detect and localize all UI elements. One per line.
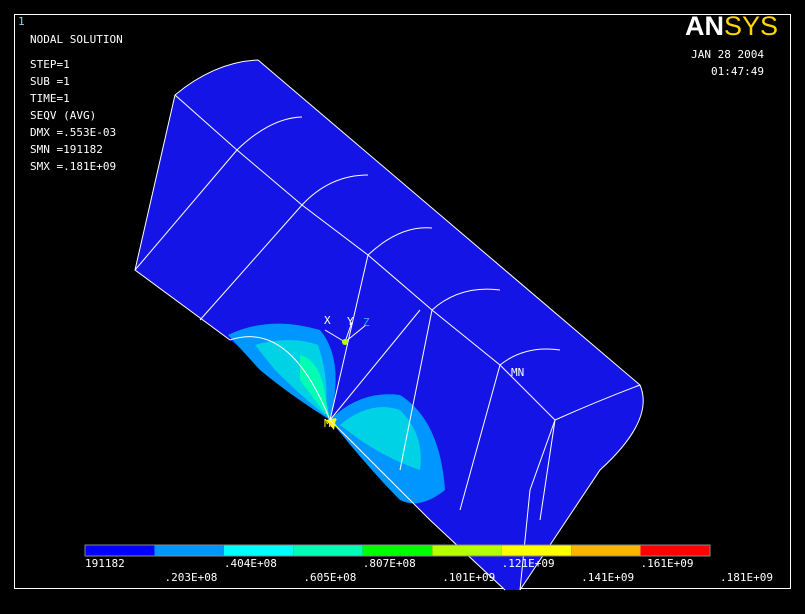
info-line: DMX =.553E-03: [30, 126, 116, 139]
edge: [236, 149, 556, 591]
info-line: SMN =191182: [30, 143, 103, 156]
edge: [174, 59, 644, 591]
contour-patch: [255, 340, 327, 415]
contour-patch: [326, 418, 336, 430]
info-line: NODAL SOLUTION: [30, 33, 123, 46]
legend-swatch: [640, 545, 710, 556]
legend-swatch: [85, 545, 155, 556]
legend-label: .404E+08: [224, 557, 277, 570]
edge: [229, 336, 506, 591]
logo-part: AN: [685, 11, 724, 41]
logo: ANSYS: [685, 11, 778, 41]
contour-patch: [340, 407, 421, 470]
info-line: SUB =1: [30, 75, 70, 88]
triad-label: Z: [363, 316, 370, 329]
info-line: STEP=1: [30, 58, 70, 71]
info-block: NODAL SOLUTION STEP=1 SUB =1 TIME=1 SEQV (AV…: [30, 33, 123, 173]
legend-swatch: [501, 545, 572, 556]
legend-swatch: [571, 545, 641, 556]
legend-label: .807E+08: [363, 557, 416, 570]
legend-label: .141E+09: [581, 571, 634, 584]
triad-label: X: [324, 314, 331, 327]
legend-label: .121E+09: [502, 557, 555, 570]
cylinder-body: [135, 60, 644, 590]
edge: [236, 116, 641, 421]
legend-swatch: [362, 545, 433, 556]
legend-label: .203E+08: [164, 571, 217, 584]
legend-swatch: [154, 545, 224, 556]
triad-axes: [324, 321, 367, 343]
min-label: MN: [511, 366, 524, 379]
legend-border: [84, 544, 711, 557]
legend-label: .181E+09: [720, 571, 773, 584]
info-line: TIME=1: [30, 92, 70, 105]
legend-label: .605E+08: [303, 571, 356, 584]
window-number: 1: [18, 15, 25, 28]
legend: 191182 .203E+08 .404E+08 .605E+08 .807E+08 .1…: [84, 544, 773, 584]
info-line: SEQV (AVG): [30, 109, 96, 122]
legend-label: 191182: [85, 557, 125, 570]
triad-origin: [342, 339, 348, 345]
model: [134, 59, 644, 591]
date: JAN 28 2004: [691, 48, 764, 61]
legend-swatch: [293, 545, 363, 556]
logo-part: SYS: [724, 11, 778, 41]
max-label: MX: [324, 417, 338, 430]
time: 01:47:49: [711, 65, 764, 78]
triad-label: Y: [347, 315, 354, 328]
info-line: SMX =.181E+09: [30, 160, 116, 173]
legend-swatch: [432, 545, 502, 556]
legend-label: .101E+09: [442, 571, 495, 584]
legend-swatch: [223, 545, 294, 556]
frame: [14, 14, 791, 589]
legend-label: .161E+09: [641, 557, 694, 570]
